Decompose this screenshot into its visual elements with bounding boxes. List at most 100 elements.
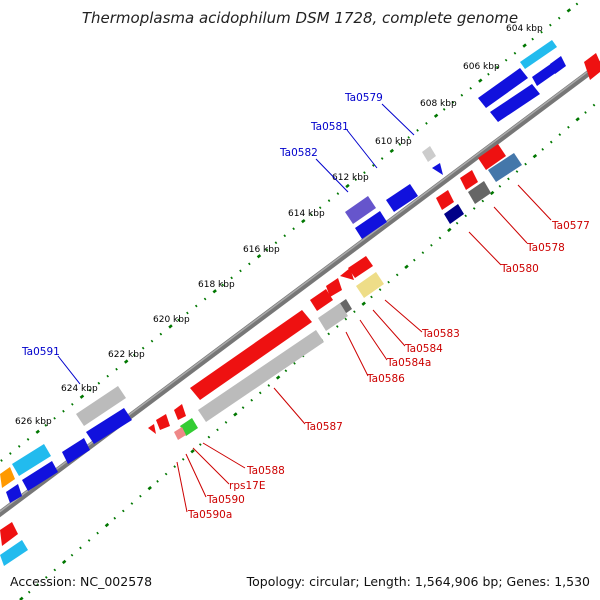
gene-red-small[interactable] [148, 424, 156, 434]
scale-tick [378, 288, 382, 291]
scale-tick [438, 236, 442, 240]
scale-tick [17, 445, 21, 448]
gene-purple[interactable] [345, 196, 376, 224]
scale-tick [370, 295, 373, 299]
gene-label-ta0578[interactable]: Ta0578 [526, 242, 565, 254]
gene-label-ta0590a[interactable]: Ta0590a [187, 509, 232, 521]
gene-grey[interactable] [318, 303, 348, 331]
gene-blue[interactable] [490, 84, 540, 122]
scale-tick [472, 207, 476, 210]
gene-label-ta0577[interactable]: Ta0577 [551, 220, 590, 232]
gene-red[interactable] [310, 289, 333, 311]
gene-blue-small[interactable] [432, 163, 443, 175]
scale-tick [70, 553, 74, 557]
scale-tick [256, 254, 262, 259]
scale-tick [79, 394, 85, 399]
gene-blue[interactable] [478, 68, 528, 108]
gene-dark-grey[interactable] [468, 181, 491, 204]
gene-label-ta0579[interactable]: Ta0579 [344, 92, 383, 104]
gene-blue[interactable] [532, 63, 557, 86]
scale-tick [181, 457, 185, 461]
scale-tick [540, 30, 543, 34]
scale-tick [498, 184, 502, 188]
gene-label-ta0580[interactable]: Ta0580 [500, 263, 539, 275]
gene-blue[interactable] [386, 184, 418, 212]
gene-label-ta0582[interactable]: Ta0582 [279, 147, 318, 159]
gene-red-small[interactable] [156, 414, 170, 430]
scale-tick [318, 206, 322, 210]
scale-labels: 604 kbp 606 kbp 608 kbp 610 kbp 612 kbp … [15, 24, 543, 427]
gene-cyan[interactable] [12, 444, 51, 476]
scale-tick [425, 122, 428, 125]
gene-yellow[interactable] [356, 272, 384, 298]
gene-label-ta0588[interactable]: Ta0588 [246, 465, 285, 477]
accession-text: Accession: NC_002578 [10, 574, 152, 589]
gene-cyan[interactable] [0, 540, 28, 566]
scale-tick [389, 148, 395, 154]
scale-tick [592, 103, 596, 107]
gene-grey[interactable] [422, 146, 436, 162]
scale-tick [404, 264, 409, 269]
gene-grey-large[interactable] [198, 330, 324, 422]
gene-blue[interactable] [6, 484, 22, 503]
scale-tick [416, 129, 419, 132]
gene-label-ta0583[interactable]: Ta0583 [421, 328, 460, 340]
scale-tick [344, 317, 348, 321]
gene-label-ta0584[interactable]: Ta0584 [404, 343, 443, 355]
gene-blue[interactable] [86, 408, 132, 444]
gene-slate[interactable] [488, 153, 522, 182]
scale-tick [284, 369, 288, 373]
genome-axis [0, 60, 600, 518]
scale-tick [241, 406, 245, 410]
scale-tick [53, 568, 57, 572]
scale-tick [363, 171, 366, 174]
scale-tick [36, 583, 40, 587]
gene-pink[interactable] [174, 427, 186, 440]
gene-navy[interactable] [444, 204, 464, 224]
scale-label-620: 620 kbp [153, 315, 190, 325]
scale-tick [567, 125, 570, 129]
scale-tick [557, 16, 561, 20]
gene-red[interactable] [460, 170, 478, 190]
gene-label-ta0590[interactable]: Ta0590 [206, 494, 245, 506]
gene-label-ta0581[interactable]: Ta0581 [310, 121, 349, 133]
gene-orange[interactable] [0, 467, 15, 488]
scale-tick [575, 117, 580, 122]
gene-label-ta0584a[interactable]: Ta0584a [386, 357, 431, 369]
gene-blue[interactable] [22, 461, 58, 491]
scale-tick [164, 472, 168, 476]
gene-red[interactable] [348, 256, 373, 278]
gene-blue[interactable] [550, 56, 566, 74]
gene-red-small[interactable] [174, 404, 186, 420]
gene-label-ta0586[interactable]: Ta0586 [366, 373, 405, 385]
gene-green[interactable] [180, 418, 198, 436]
gene-blue[interactable] [355, 211, 387, 239]
gene-label-ta0591[interactable]: Ta0591 [21, 346, 60, 358]
scale-tick [566, 8, 572, 13]
scale-tick [464, 214, 468, 218]
scale-tick [433, 113, 439, 118]
gene-red-small[interactable] [340, 268, 354, 280]
scale-tick [267, 384, 271, 387]
scale-tick [115, 367, 118, 371]
scale-tick [203, 297, 207, 301]
gene-red[interactable] [326, 278, 342, 297]
gene-red-large[interactable] [190, 310, 312, 400]
gene-red[interactable] [584, 53, 600, 80]
scale-tick [451, 100, 455, 104]
gene-grey[interactable] [76, 386, 126, 426]
scale-label-610: 610 kbp [375, 137, 412, 147]
gene-red[interactable] [478, 144, 506, 170]
gene-red[interactable] [0, 522, 18, 546]
gene-red[interactable] [436, 190, 454, 210]
scale-tick [549, 140, 553, 144]
scale-label-622: 622 kbp [108, 350, 145, 360]
gene-label-rps17e[interactable]: rps17E [229, 480, 265, 492]
scale-tick [198, 443, 202, 446]
gene-blue[interactable] [62, 438, 90, 464]
scale-tick [147, 486, 152, 491]
gene-label-ta0587[interactable]: Ta0587 [304, 421, 343, 433]
gene-cyan[interactable] [520, 40, 557, 69]
